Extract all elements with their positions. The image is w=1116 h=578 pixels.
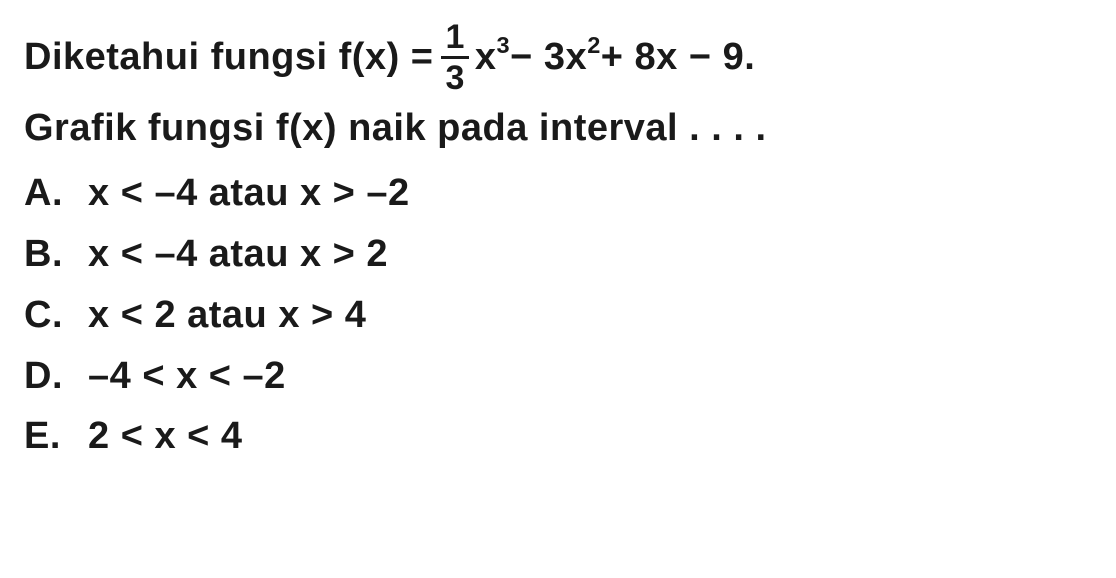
- fraction-numerator: 1: [441, 20, 468, 59]
- option-letter: D.: [24, 347, 88, 406]
- option-text: –4 < x < –2: [88, 347, 286, 406]
- question-line-2-text: Grafik fungsi f(x) naik pada interval . …: [24, 99, 767, 158]
- question-prefix: Diketahui fungsi f(x) =: [24, 28, 433, 87]
- option-letter: A.: [24, 164, 88, 223]
- option-text: x < –4 atau x > –2: [88, 164, 410, 223]
- option-b: B. x < –4 atau x > 2: [24, 225, 1092, 284]
- term1-exp: 3: [497, 32, 511, 58]
- option-c: C. x < 2 atau x > 4: [24, 286, 1092, 345]
- question-line-2: Grafik fungsi f(x) naik pada interval . …: [24, 99, 1092, 158]
- option-text: x < 2 atau x > 4: [88, 286, 366, 345]
- option-d: D. –4 < x < –2: [24, 347, 1092, 406]
- term1-base: x: [475, 36, 497, 78]
- option-letter: C.: [24, 286, 88, 345]
- option-text: x < –4 atau x > 2: [88, 225, 388, 284]
- option-e: E. 2 < x < 4: [24, 407, 1092, 466]
- term2-exp: 2: [587, 32, 601, 58]
- term-minus-3x-squared: − 3x2: [510, 28, 601, 87]
- option-text: 2 < x < 4: [88, 407, 243, 466]
- answer-options: A. x < –4 atau x > –2 B. x < –4 atau x >…: [24, 164, 1092, 466]
- minus1: − 3x: [510, 36, 587, 78]
- option-letter: B.: [24, 225, 88, 284]
- option-letter: E.: [24, 407, 88, 466]
- fraction-one-third: 1 3: [441, 20, 468, 95]
- math-problem: Diketahui fungsi f(x) = 1 3 x3 − 3x2 + 8…: [24, 20, 1092, 466]
- fraction-denominator: 3: [445, 59, 464, 95]
- term-x-cubed: x3: [475, 28, 510, 87]
- option-a: A. x < –4 atau x > –2: [24, 164, 1092, 223]
- term-rest: + 8x − 9.: [601, 28, 756, 87]
- question-line-1: Diketahui fungsi f(x) = 1 3 x3 − 3x2 + 8…: [24, 20, 1092, 95]
